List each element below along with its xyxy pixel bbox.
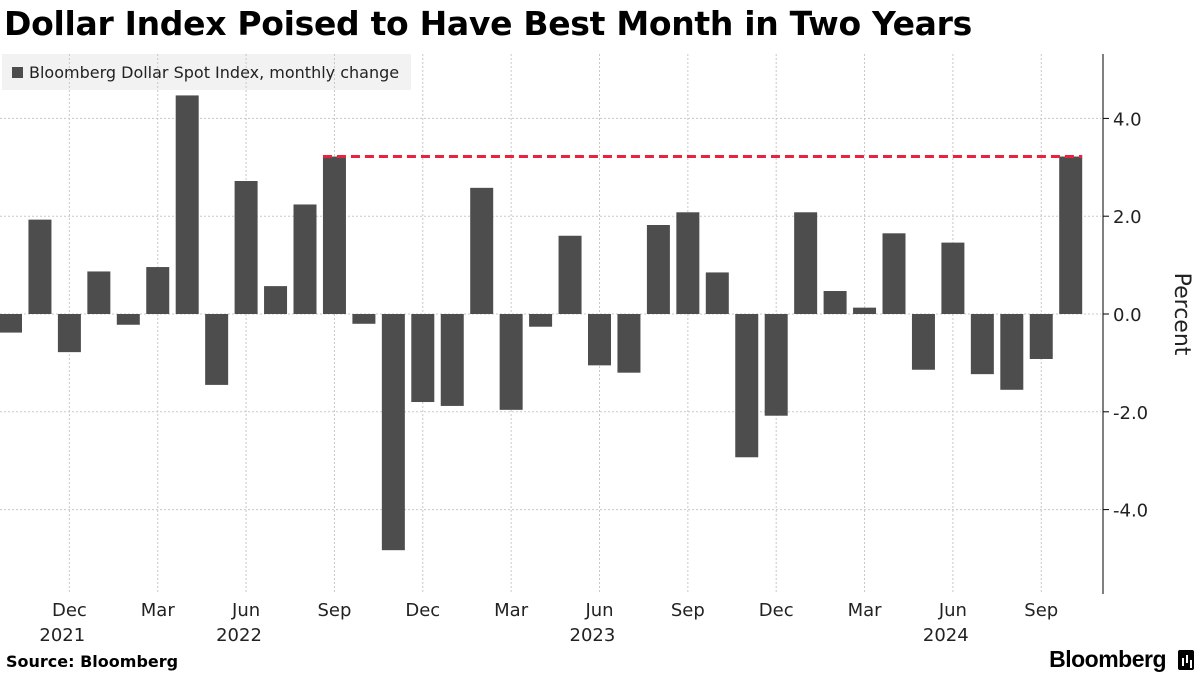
bar-2024-10 [1059,156,1083,314]
bar-2022-06 [234,180,258,314]
brand-logo: Bloomberg [1049,646,1166,672]
bar-2024-05 [911,314,935,370]
bar-2023-05 [558,235,582,314]
x-tick-label: Sep [671,600,705,621]
bar-2024-09 [1029,314,1053,359]
bar-2024-03 [853,307,877,314]
bar-2022-02 [116,314,140,325]
bar-2022-04 [175,95,199,315]
bar-2021-11 [28,219,52,314]
y-tick-label: 4.0 [1113,109,1142,130]
x-year-label: 2022 [216,625,262,646]
y-tick-label: 2.0 [1113,207,1142,228]
x-tick-label: Dec [405,600,440,621]
bar-2024-02 [823,291,847,314]
x-tick-label: Sep [1024,600,1058,621]
bar-2023-04 [529,314,553,327]
bloomberg-terminal-icon [1178,650,1194,670]
x-tick-label: Sep [317,600,351,621]
bar-2023-09 [676,212,700,314]
bar-2024-04 [882,233,906,314]
bar-2024-06 [941,242,965,314]
x-year-label: 2024 [923,625,969,646]
x-tick-label: Dec [52,600,87,621]
bar-2023-06 [588,314,611,366]
x-tick-label: Mar [848,600,883,621]
bar-2022-07 [264,286,288,314]
bar-2023-10 [705,272,729,314]
x-tick-label: Jun [938,600,967,621]
bar-2022-12 [411,314,435,403]
bar-2022-03 [146,267,170,314]
bar-2022-09 [322,156,346,314]
bar-2024-07 [970,314,994,375]
source-note: Source: Bloomberg [6,652,179,671]
legend-label: Bloomberg Dollar Spot Index, monthly cha… [29,62,400,82]
chart-legend: Bloomberg Dollar Spot Index, monthly cha… [2,54,412,90]
x-tick-label: Mar [494,600,529,621]
bar-2022-01 [87,271,111,314]
bar-2022-10 [352,314,376,324]
x-year-label: 2021 [39,625,85,646]
chart-title: Dollar Index Poised to Have Best Month i… [4,4,972,43]
x-tick-label: Jun [584,600,613,621]
bar-2023-08 [646,225,670,314]
x-year-label: 2023 [570,625,616,646]
bar-2024-01 [794,212,818,314]
bar-2023-01 [440,314,464,406]
x-tick-label: Dec [759,600,794,621]
x-tick-label: Mar [141,600,176,621]
x-tick-label: Jun [231,600,260,621]
y-tick-label: 0.0 [1113,305,1142,326]
bar-2023-03 [499,314,523,410]
bar-2024-08 [1000,314,1024,390]
bar-2023-12 [764,314,788,416]
bar-2022-08 [293,204,317,314]
bar-2023-02 [470,187,494,314]
bar-2021-10 [0,314,22,333]
bar-2023-07 [617,314,641,373]
y-axis-title: Percent [1169,273,1194,356]
bar-2022-05 [205,314,229,385]
y-tick-label: -2.0 [1113,403,1148,424]
bar-2022-11 [381,314,405,551]
bar-2023-11 [735,314,759,458]
bar-2021-12 [57,314,81,353]
y-tick-label: -4.0 [1113,501,1148,522]
legend-swatch [12,66,23,78]
